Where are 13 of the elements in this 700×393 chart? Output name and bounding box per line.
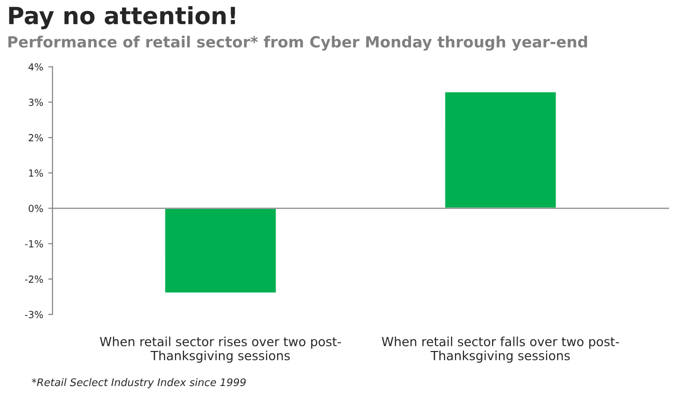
x-tick-label: When retail sector falls over two post- Thanksgiving sessions bbox=[382, 336, 620, 363]
chart-subtitle: Performance of retail sector* from Cyber Monday through year-end bbox=[8, 36, 588, 51]
chart-title: Pay no attention! bbox=[9, 6, 235, 30]
y-tick-label: -1% bbox=[25, 240, 43, 248]
x-tick-label: When retail sector rises over two post- Thanksgiving sessions bbox=[100, 336, 341, 363]
y-tick-label: 4% bbox=[28, 63, 43, 71]
text: *Retail Seclect Industry Index since 1999 bbox=[32, 378, 246, 388]
y-tick-label: -2% bbox=[25, 276, 43, 283]
y-tick-label: 2% bbox=[28, 134, 43, 142]
y-tick-label: 1% bbox=[29, 169, 43, 177]
y-tick-label: 0% bbox=[28, 204, 43, 212]
y-tick-label: 3% bbox=[28, 98, 43, 106]
y-tick-label: -3% bbox=[25, 310, 43, 318]
